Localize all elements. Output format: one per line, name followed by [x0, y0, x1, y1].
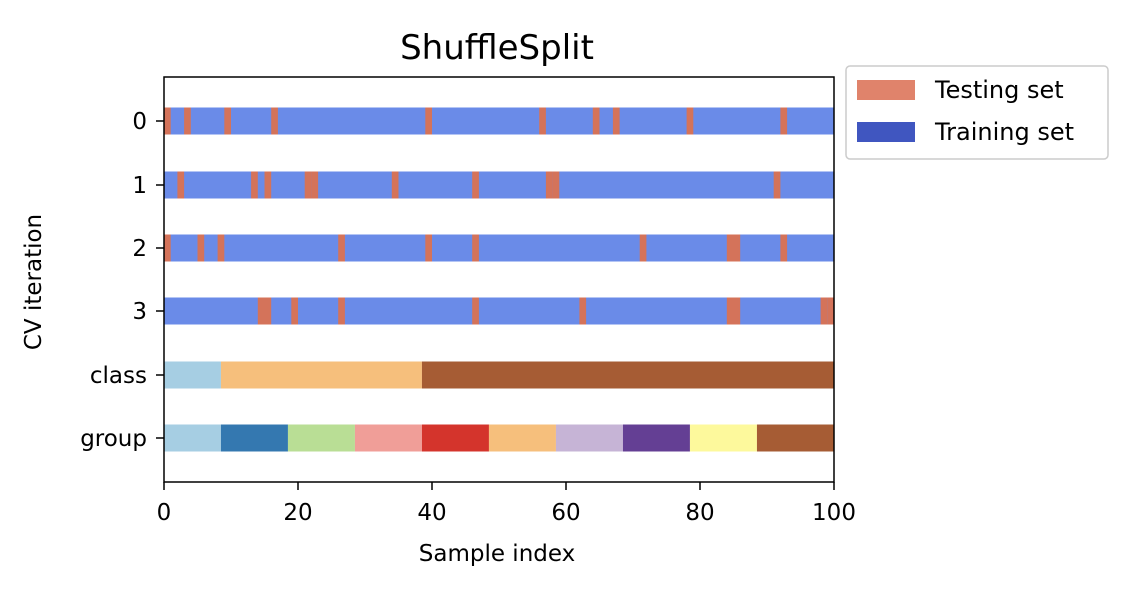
- test-sample-mark: [304, 171, 312, 199]
- test-sample-mark: [271, 107, 278, 135]
- class-segment: [421, 361, 834, 389]
- test-sample-mark: [177, 171, 185, 199]
- group-segment: [354, 424, 422, 452]
- group-segment: [421, 424, 489, 452]
- y-tick-label: 2: [132, 236, 147, 262]
- test-sample-mark: [592, 107, 600, 135]
- test-sample-mark: [425, 107, 432, 135]
- x-tick-label: 0: [157, 500, 172, 526]
- y-tick-label: group: [80, 426, 147, 452]
- training-bar: [164, 297, 834, 325]
- x-tick-label: 60: [551, 500, 580, 526]
- test-sample-mark: [472, 297, 479, 325]
- training-bar: [164, 171, 834, 199]
- legend-swatch: [857, 122, 915, 142]
- x-tick-label: 40: [417, 500, 446, 526]
- chart-title: ShuffleSplit: [400, 28, 594, 68]
- test-sample-mark: [164, 107, 171, 135]
- test-sample-mark: [251, 171, 258, 199]
- group-segment: [164, 424, 221, 452]
- y-tick-label: 0: [132, 109, 147, 135]
- test-sample-mark: [338, 234, 345, 262]
- test-sample-mark: [472, 234, 479, 262]
- cv-row-2: [164, 234, 834, 262]
- test-sample-mark: [827, 297, 834, 325]
- y-tick-label: 3: [132, 299, 147, 325]
- test-sample-mark: [780, 234, 788, 262]
- test-sample-mark: [612, 107, 620, 135]
- group-row: [164, 424, 834, 452]
- cv-row-3: [164, 297, 834, 325]
- group-segment: [689, 424, 757, 452]
- y-tick-label: class: [90, 363, 147, 389]
- test-sample-mark: [257, 297, 265, 325]
- test-sample-mark: [264, 297, 272, 325]
- group-segment: [488, 424, 556, 452]
- plot-area: [164, 107, 834, 452]
- legend-label: Training set: [934, 118, 1074, 146]
- x-tick-label: 80: [685, 500, 714, 526]
- y-axis: 0 1 2 3 class group: [80, 109, 164, 452]
- class-row: [164, 361, 834, 389]
- legend-label: Testing set: [934, 76, 1064, 104]
- test-sample-mark: [726, 234, 734, 262]
- test-sample-mark: [217, 234, 225, 262]
- cv-row-0: [164, 107, 834, 135]
- test-sample-mark: [686, 107, 694, 135]
- class-segment: [164, 361, 221, 389]
- test-sample-mark: [552, 171, 560, 199]
- test-sample-mark: [425, 234, 432, 262]
- test-sample-mark: [164, 234, 171, 262]
- cv-row-1: [164, 171, 834, 199]
- test-sample-mark: [773, 171, 781, 199]
- test-sample-mark: [338, 297, 345, 325]
- group-segment: [622, 424, 690, 452]
- test-sample-mark: [472, 171, 479, 199]
- test-sample-mark: [780, 107, 788, 135]
- class-segment: [220, 361, 422, 389]
- group-segment: [555, 424, 623, 452]
- legend: Testing set Training set: [845, 65, 1109, 160]
- test-sample-mark: [639, 234, 647, 262]
- x-tick-label: 20: [283, 500, 312, 526]
- y-tick-label: 1: [132, 173, 147, 199]
- test-sample-mark: [197, 234, 205, 262]
- group-segment: [287, 424, 355, 452]
- test-sample-mark: [733, 234, 741, 262]
- test-sample-mark: [726, 297, 734, 325]
- test-sample-mark: [311, 171, 319, 199]
- training-bar: [164, 107, 834, 135]
- test-sample-mark: [391, 171, 399, 199]
- training-bar: [164, 234, 834, 262]
- test-sample-mark: [820, 297, 828, 325]
- group-segment: [756, 424, 834, 452]
- legend-swatch: [857, 80, 915, 100]
- x-tick-label: 100: [812, 500, 856, 526]
- test-sample-mark: [545, 171, 553, 199]
- group-segment: [220, 424, 288, 452]
- test-sample-mark: [579, 297, 587, 325]
- test-sample-mark: [733, 297, 741, 325]
- y-axis-label: CV iteration: [21, 214, 47, 350]
- x-axis: 0 20 40 60 80 100: [157, 482, 856, 526]
- axes-frame: [163, 76, 835, 483]
- x-axis-label: Sample index: [419, 541, 575, 567]
- test-sample-mark: [184, 107, 191, 135]
- test-sample-mark: [224, 107, 231, 135]
- test-sample-mark: [264, 171, 272, 199]
- test-sample-mark: [539, 107, 546, 135]
- test-sample-mark: [291, 297, 298, 325]
